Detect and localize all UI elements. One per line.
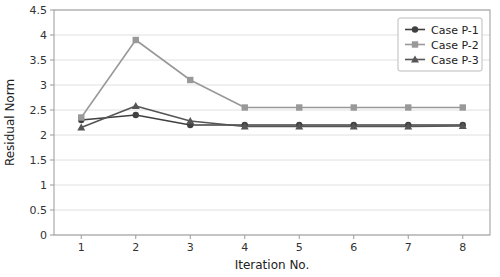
- point-marker: [404, 123, 412, 130]
- grid-line: [54, 210, 490, 211]
- legend: Case P-1 Case P-2 Case P-3: [398, 18, 482, 71]
- point-marker: [132, 102, 140, 109]
- x-tick: [244, 235, 245, 239]
- point-marker: [460, 122, 466, 128]
- grid-line: [54, 110, 490, 111]
- x-tick: [190, 235, 191, 239]
- point-marker: [296, 104, 302, 110]
- y-tick: [50, 210, 54, 211]
- y-tick-label: 2: [40, 129, 47, 142]
- y-tick: [50, 60, 54, 61]
- point-marker: [350, 123, 358, 130]
- legend-box: [398, 18, 482, 71]
- x-tick-label: 3: [187, 241, 194, 254]
- x-tick: [81, 235, 82, 239]
- series-line: [81, 106, 463, 128]
- y-tick-label: 1: [40, 179, 47, 192]
- x-tick: [462, 235, 463, 239]
- legend-marker: [412, 26, 418, 32]
- series: [77, 102, 467, 131]
- grid-line: [54, 135, 490, 136]
- x-tick: [353, 235, 354, 239]
- point-marker: [351, 104, 357, 110]
- y-tick-label: 3.5: [30, 54, 48, 67]
- chart: 0 0.5 1 1.5 2 2.5 3 3.5 4 4.5 1 2 3 4 5 6 7 8 Iteration No…: [0, 0, 500, 277]
- x-tick: [135, 235, 136, 239]
- y-tick-label: 0.5: [30, 204, 48, 217]
- y-tick-label: 3: [40, 79, 47, 92]
- point-marker: [187, 77, 193, 83]
- point-marker: [405, 104, 411, 110]
- x-tick-label: 4: [241, 241, 248, 254]
- y-tick-label: 2.5: [30, 104, 48, 117]
- legend-label: Case P-1: [431, 24, 479, 37]
- y-tick-label: 4.5: [30, 4, 48, 17]
- grid-line: [54, 160, 490, 161]
- point-marker: [459, 122, 467, 129]
- point-marker: [241, 123, 249, 130]
- point-marker: [460, 104, 466, 110]
- x-tick-label: 2: [132, 241, 139, 254]
- x-tick: [408, 235, 409, 239]
- y-tick-label: 0: [40, 229, 47, 242]
- y-tick: [50, 10, 54, 11]
- x-tick-label: 7: [405, 241, 412, 254]
- legend-marker: [412, 41, 418, 47]
- point-marker: [77, 124, 85, 131]
- grid-line: [54, 85, 490, 86]
- y-tick-label: 1.5: [30, 154, 48, 167]
- legend-label: Case P-2: [431, 39, 479, 52]
- y-tick-label: 4: [40, 29, 47, 42]
- point-marker: [133, 37, 139, 43]
- point-marker: [242, 104, 248, 110]
- y-tick: [50, 235, 54, 236]
- x-tick-label: 1: [78, 241, 85, 254]
- grid-line: [54, 185, 490, 186]
- point-marker: [186, 117, 194, 124]
- y-axis-label: Residual Norm: [3, 79, 17, 166]
- point-marker: [133, 112, 139, 118]
- point-marker: [295, 123, 303, 130]
- y-tick: [50, 185, 54, 186]
- point-marker: [78, 114, 84, 120]
- y-tick: [50, 35, 54, 36]
- axes: 0 0.5 1 1.5 2 2.5 3 3.5 4 4.5 1 2 3 4 5 6 7 8: [30, 4, 491, 254]
- y-tick: [50, 85, 54, 86]
- y-tick: [50, 110, 54, 111]
- legend-marker: [411, 56, 419, 63]
- grid: [54, 10, 490, 235]
- x-tick-label: 5: [296, 241, 303, 254]
- x-axis-label: Iteration No.: [235, 258, 310, 272]
- y-tick: [50, 135, 54, 136]
- legend-label: Case P-3: [431, 54, 479, 67]
- x-tick-label: 6: [350, 241, 357, 254]
- x-tick-label: 8: [459, 241, 466, 254]
- plot-frame: [54, 10, 490, 235]
- y-tick: [50, 160, 54, 161]
- x-tick: [299, 235, 300, 239]
